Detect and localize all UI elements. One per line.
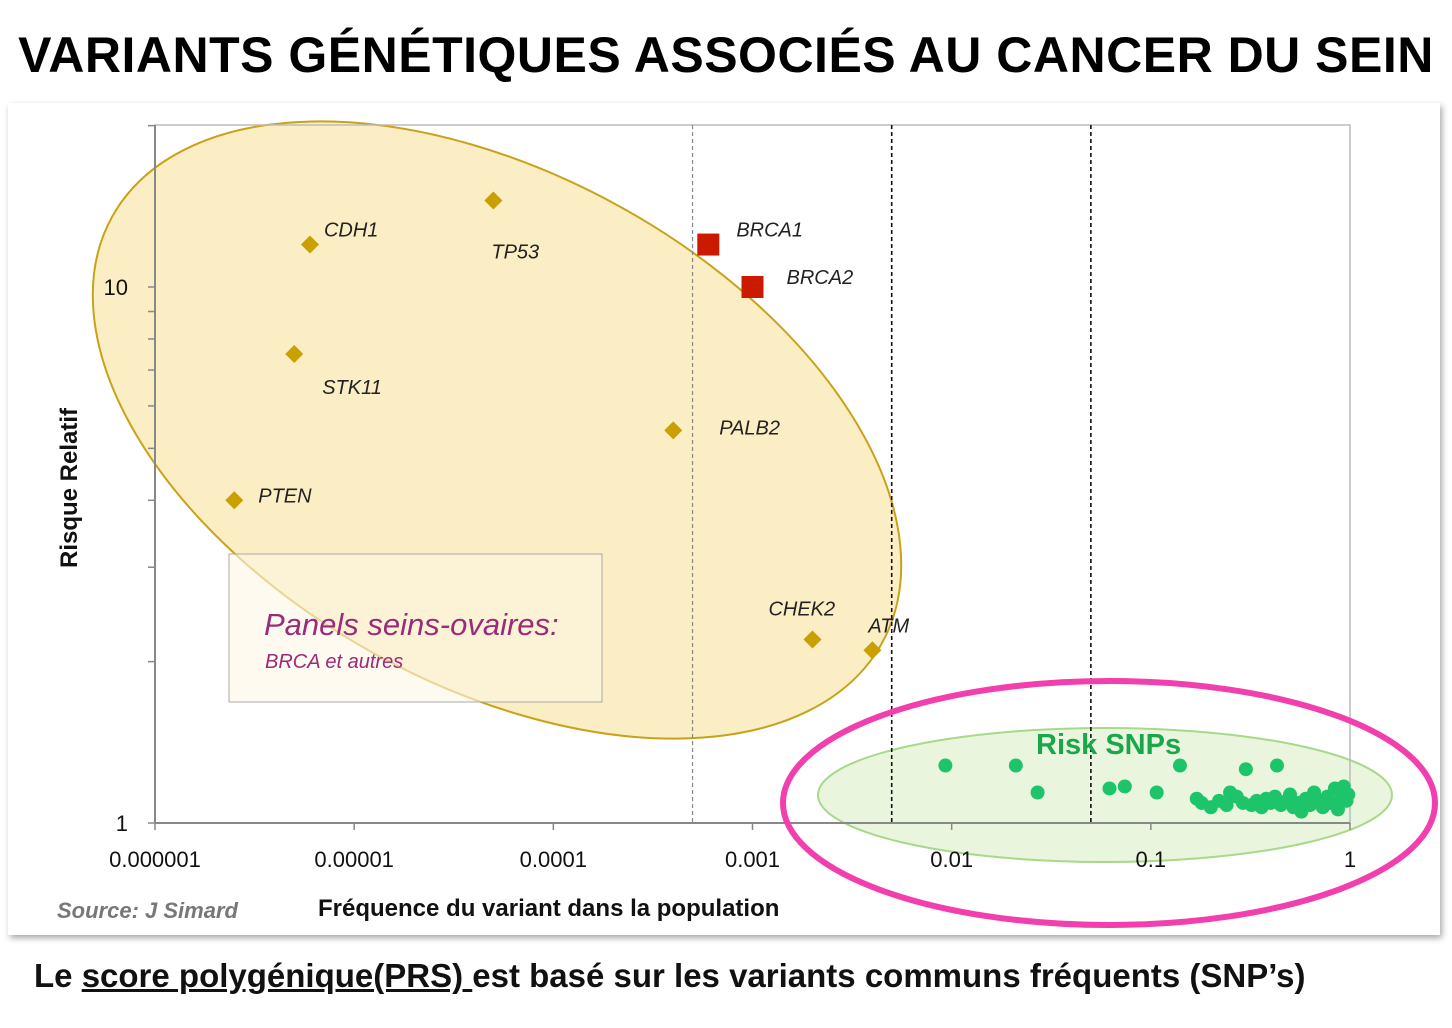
x-tick-label: 0.00001 (314, 847, 394, 872)
snp-point (1030, 785, 1045, 800)
gene-point (225, 491, 244, 510)
x-tick-label: 0.0001 (520, 847, 587, 872)
point-label: STK11 (322, 377, 382, 399)
point-label: CDH1 (324, 220, 378, 242)
point-label: TP53 (491, 242, 539, 264)
snp-highlight-ellipse (780, 678, 1438, 928)
slide-title: VARIANTS GÉNÉTIQUES ASSOCIÉS AU CANCER D… (18, 27, 1434, 83)
snp-point (1102, 781, 1117, 796)
snp-point (1238, 762, 1253, 777)
x-tick-labels: 0.000001 0.00001 0.0001 0.001 0.01 0.1 1 (109, 847, 1356, 872)
y-tick-labels: 1 10 (104, 275, 128, 836)
y-tick-label: 10 (104, 275, 128, 300)
point-labels: CDH1 TP53 STK11 PTEN PALB2 CHEK2 ATM BRCA1 BRCA2 (258, 220, 909, 638)
snp-ellipse (817, 727, 1393, 863)
snp-point (1172, 758, 1187, 773)
gene-point (285, 344, 304, 363)
panel-annotation-box (228, 553, 603, 703)
snp-point (1269, 758, 1284, 773)
panel-annotation-title: Panels seins-ovaires: (264, 607, 559, 642)
panel-annotation-subtitle: BRCA et autres (265, 651, 403, 673)
point-label: BRCA2 (787, 267, 854, 289)
point-label: ATM (867, 615, 909, 637)
gene-point (863, 641, 882, 660)
data-points (225, 191, 1356, 819)
brca-point (741, 276, 764, 298)
snp-point (938, 758, 953, 773)
snp-label: Risk SNPs (1036, 729, 1181, 761)
gene-point (664, 421, 683, 440)
x-tick-label: 0.1 (1136, 847, 1167, 872)
caption-suffix: est basé sur les variants communs fréque… (472, 957, 1306, 994)
y-axis-title: Risque Relatif (56, 407, 83, 568)
gene-point (803, 630, 822, 649)
point-label: BRCA1 (736, 220, 803, 242)
x-tick-label: 0.01 (930, 847, 973, 872)
x-tick-label: 0.000001 (109, 847, 201, 872)
point-label: CHEK2 (768, 598, 835, 620)
y-tick-label: 1 (116, 811, 128, 836)
gene-point (300, 235, 319, 254)
axes (148, 124, 1351, 830)
gene-point (484, 191, 503, 210)
reference-lines (691, 125, 1092, 823)
snp-point (1149, 785, 1164, 800)
snp-point (1330, 802, 1345, 817)
x-tick-label: 1 (1344, 847, 1356, 872)
bottom-caption: Le score polygénique(PRS) est basé sur l… (34, 957, 1434, 995)
point-label: PALB2 (719, 417, 780, 439)
x-tick-label: 0.001 (725, 847, 780, 872)
snp-point (1117, 779, 1132, 794)
source-credit: Source: J Simard (57, 898, 239, 923)
panel-genes-ellipse (91, 120, 903, 740)
caption-prefix: Le (34, 957, 82, 994)
x-axis-title: Fréquence du variant dans la population (318, 895, 779, 922)
snp-point (1219, 798, 1234, 813)
caption-prs-term: score polygénique(PRS) (81, 957, 473, 994)
snp-point (1341, 787, 1356, 802)
snp-point (1008, 758, 1023, 773)
point-label: PTEN (258, 485, 312, 507)
brca-point (697, 233, 720, 256)
